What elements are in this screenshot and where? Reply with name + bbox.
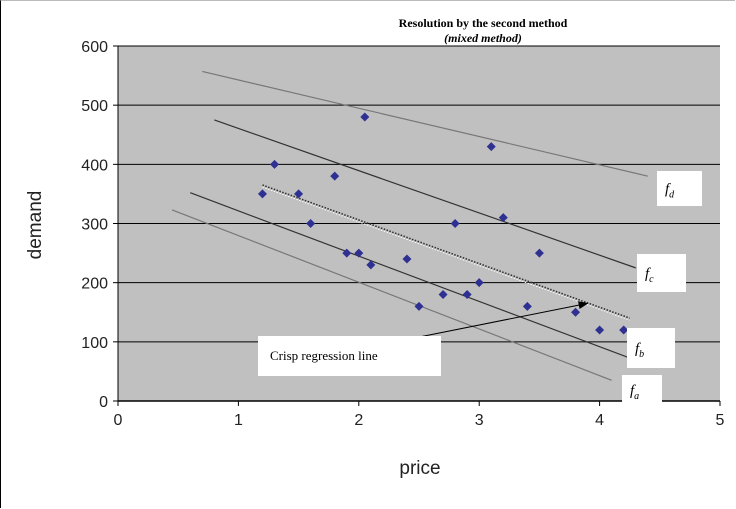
data-point: [619, 325, 629, 335]
y-tick-label: 400: [81, 157, 108, 174]
data-point: [354, 248, 364, 258]
x-tick-label: 5: [716, 412, 725, 429]
chart-title: Resolution by the second method: [399, 16, 568, 30]
data-point: [486, 142, 496, 152]
data-point: [438, 290, 448, 299]
line-fc: [214, 119, 636, 269]
label-fc: fc: [645, 266, 654, 285]
data-point: [330, 171, 340, 181]
crisp-regression-line-shade: [262, 186, 630, 321]
data-point: [270, 159, 280, 169]
data-point: [342, 248, 352, 258]
line-fa: [171, 209, 612, 381]
data-point: [571, 307, 581, 317]
crisp-label: Crisp regression line: [270, 348, 378, 363]
label-fa: fa: [630, 383, 639, 402]
label-fd: fd: [665, 182, 675, 201]
label-box-fc: [637, 254, 686, 292]
data-point: [402, 254, 412, 264]
data-point: [360, 112, 370, 122]
data-point: [414, 301, 424, 311]
x-tick-label: 0: [114, 412, 123, 429]
data-point: [366, 260, 376, 270]
model-lines: [171, 70, 648, 381]
y-tick-label: 300: [81, 217, 108, 234]
x-tick-label: 3: [475, 412, 484, 429]
y-tick-label: 500: [81, 98, 108, 115]
crisp-label-box: [258, 336, 441, 376]
data-point: [450, 219, 460, 228]
data-point: [306, 219, 316, 228]
x-tick-label: 2: [354, 412, 363, 429]
x-tick-label: 1: [234, 412, 243, 429]
line-fb: [190, 192, 642, 364]
label-box-fd: [657, 171, 702, 206]
label-fb: fb: [635, 341, 644, 360]
label-box-fb: [627, 328, 675, 368]
crisp-regression: Crisp regression line: [258, 184, 630, 376]
data-point: [522, 301, 532, 311]
label-box-fa: [622, 375, 662, 405]
y-tick-label: 600: [81, 39, 108, 56]
chart-subtitle: (mixed method): [444, 31, 522, 45]
data-point: [534, 248, 544, 258]
data-point: [462, 290, 472, 299]
function-labels: fd fc fb fa: [622, 171, 702, 405]
y-tick-label: 100: [81, 335, 108, 352]
x-tick-label: 4: [595, 412, 604, 429]
data-point: [257, 189, 267, 199]
y-axis-label: demand: [25, 191, 46, 260]
y-tick-label: 200: [81, 276, 108, 293]
crisp-annotation-arrow: [394, 301, 589, 343]
x-axis-label: price: [399, 458, 440, 479]
data-point: [474, 278, 484, 288]
line-fd: [202, 70, 648, 177]
data-point: [294, 189, 304, 199]
y-tick-label: 0: [99, 394, 108, 411]
crisp-regression-line: [262, 184, 630, 319]
tick-labels: 0 1 2 3 4 5 0 100 200 300 400 500 600: [81, 39, 724, 429]
data-point: [595, 325, 605, 335]
data-point: [498, 213, 508, 223]
data-points: [257, 112, 629, 335]
